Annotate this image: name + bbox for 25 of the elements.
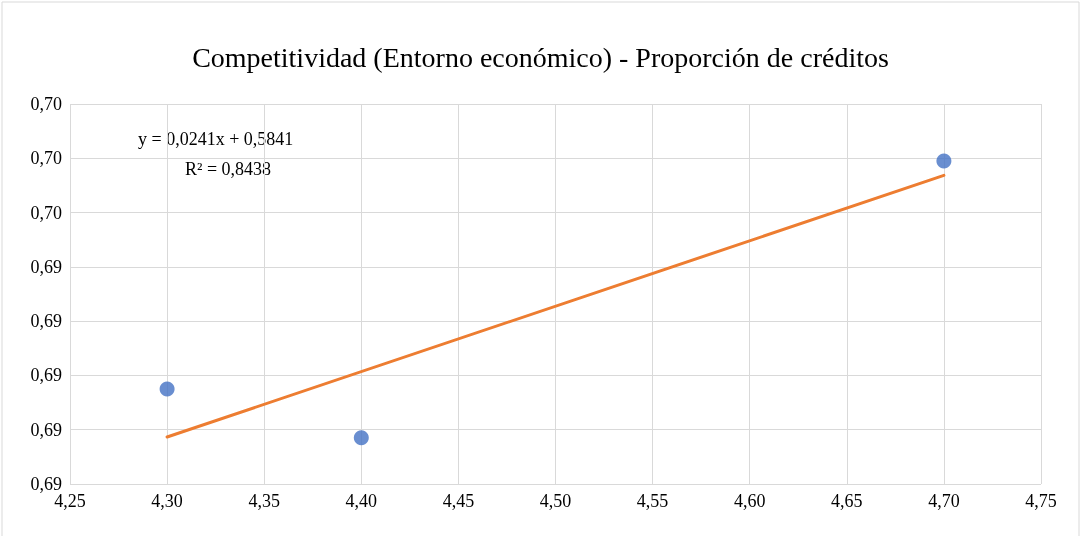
chart-title: Competitividad (Entorno económico) - Proporción de créditos xyxy=(192,41,889,73)
x-tick-label: 4,35 xyxy=(248,491,280,511)
x-tick-label: 4,25 xyxy=(54,491,86,511)
y-tick-label: 0,69 xyxy=(30,311,62,332)
y-tick-label: 0,70 xyxy=(30,94,62,114)
y-tick-label: 0,69 xyxy=(30,419,62,440)
x-tick-label: 4,65 xyxy=(831,491,863,511)
point xyxy=(936,153,952,169)
x-tick-label: 4,45 xyxy=(442,491,475,511)
annotation: y = 0,0241x + 0,5841 xyxy=(138,129,294,149)
point xyxy=(353,430,369,446)
x-tick-label: 4,40 xyxy=(345,491,378,511)
y-tick-label: 0,70 xyxy=(30,148,62,169)
point xyxy=(159,381,175,397)
x-tick-label: 4,50 xyxy=(539,491,572,511)
x-tick-label: 4,70 xyxy=(928,491,960,511)
x-tick-label: 4,75 xyxy=(1025,491,1057,511)
x-tick-label: 4,60 xyxy=(733,491,766,511)
y-tick-label: 0,69 xyxy=(30,474,62,494)
y-tick-label: 0,70 xyxy=(30,202,62,223)
y-tick-label: 0,69 xyxy=(30,256,62,277)
y-tick-label: 0,69 xyxy=(30,365,62,386)
annotation: R² = 0,8438 xyxy=(185,159,272,179)
x-tick-label: 4,30 xyxy=(151,491,183,511)
x-tick-label: 4,55 xyxy=(636,491,669,511)
